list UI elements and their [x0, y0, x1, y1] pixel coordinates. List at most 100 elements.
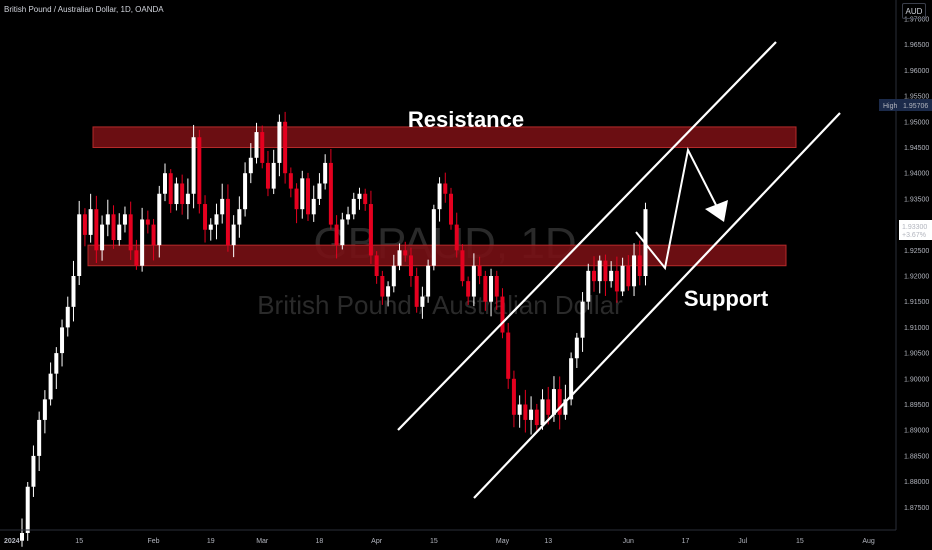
- candle: [471, 253, 476, 307]
- candle: [363, 188, 368, 211]
- y-tick-label: 1.94000: [904, 171, 929, 178]
- y-tick-label: 1.96500: [904, 42, 929, 49]
- candle: [231, 215, 236, 258]
- candle: [163, 163, 167, 202]
- candle: [25, 481, 30, 541]
- candle: [82, 208, 87, 247]
- candle: [454, 212, 459, 258]
- candle: [368, 190, 373, 264]
- candle: [351, 192, 356, 220]
- y-tick-label: 1.90000: [904, 376, 929, 383]
- candle: [489, 268, 494, 317]
- candle: [449, 187, 453, 230]
- x-tick-label: Jun: [623, 538, 634, 545]
- candle: [20, 518, 24, 547]
- candle: [334, 215, 339, 259]
- y-tick-label: 1.87500: [904, 505, 929, 512]
- y-tick-label: 1.88000: [904, 479, 929, 486]
- candle: [637, 240, 642, 286]
- candle: [214, 203, 219, 240]
- candle: [197, 129, 202, 214]
- candle: [357, 187, 362, 210]
- candle: [534, 403, 539, 431]
- candle: [220, 183, 225, 224]
- candle: [477, 256, 482, 285]
- candle: [540, 389, 545, 430]
- candle: [494, 270, 499, 310]
- candle: [65, 296, 70, 337]
- y-tick-label: 1.89000: [904, 428, 929, 435]
- candle: [168, 169, 173, 213]
- candle: [620, 257, 625, 297]
- candle: [466, 276, 471, 305]
- resistance-zone[interactable]: [92, 126, 797, 149]
- symbol-watermark: GBPAUD, 1D British Pound / Australian Do…: [257, 219, 623, 320]
- candle: [609, 261, 614, 288]
- candle: [31, 445, 36, 497]
- last-price-value: 1.93300: [902, 224, 927, 231]
- candle: [191, 124, 196, 209]
- channel-lower-line[interactable]: [473, 112, 841, 499]
- candle: [523, 389, 528, 433]
- candle: [500, 288, 505, 339]
- candle: [340, 212, 345, 250]
- candle: [391, 254, 396, 293]
- y-tick-label: 1.92500: [904, 248, 929, 255]
- x-tick-label: Jul: [738, 538, 747, 545]
- candle: [323, 154, 328, 190]
- y-tick-label: 1.96000: [904, 68, 929, 75]
- candle: [506, 322, 511, 389]
- candle: [260, 125, 265, 169]
- candle: [134, 239, 139, 270]
- y-tick-label: 1.88500: [904, 453, 929, 460]
- candle: [117, 213, 122, 246]
- x-tick-label: 18: [316, 538, 324, 545]
- resistance-label: Resistance: [408, 107, 524, 132]
- candle: [174, 177, 179, 211]
- candle: [111, 205, 116, 249]
- candle: [443, 172, 448, 203]
- candle: [300, 170, 305, 219]
- support-zone[interactable]: [87, 244, 787, 267]
- y-tick-label: 1.90500: [904, 351, 929, 358]
- candle: [105, 199, 110, 237]
- channel-upper-line[interactable]: [397, 41, 777, 431]
- x-tick-label: 15: [430, 538, 438, 545]
- y-tick-label: 1.91000: [904, 325, 929, 332]
- candle: [94, 195, 99, 264]
- chart-title: British Pound / Australian Dollar, 1D, O…: [4, 5, 164, 14]
- candle: [632, 243, 637, 297]
- candle: [248, 143, 253, 184]
- candle: [529, 396, 534, 435]
- candle: [54, 347, 59, 390]
- projection-path[interactable]: [635, 146, 717, 271]
- y-tick-label: 1.97000: [904, 17, 929, 24]
- currency-button[interactable]: AUD: [902, 3, 926, 19]
- candle: [592, 256, 596, 292]
- x-tick-label: 17: [682, 538, 690, 545]
- x-tick-label: 13: [544, 538, 552, 545]
- candle: [420, 286, 425, 319]
- candle: [122, 206, 127, 233]
- candle: [77, 200, 82, 286]
- candle: [546, 386, 551, 425]
- candle: [431, 204, 436, 271]
- candle: [288, 167, 293, 198]
- watermark-description: British Pound / Australian Dollar: [257, 290, 623, 320]
- candle: [203, 195, 208, 243]
- candle: [374, 251, 379, 284]
- candle: [208, 218, 213, 241]
- candle: [277, 114, 282, 177]
- high-tag-label: High: [883, 103, 898, 110]
- y-tick-label: 1.91500: [904, 299, 929, 306]
- candle: [517, 395, 522, 428]
- candle: [557, 376, 562, 430]
- y-tick-label: 1.89500: [904, 402, 929, 409]
- candle: [145, 210, 150, 234]
- candle: [225, 184, 230, 252]
- x-tick-label: 15: [796, 538, 804, 545]
- candle: [42, 390, 47, 434]
- candle: [328, 148, 333, 230]
- candle: [586, 263, 591, 310]
